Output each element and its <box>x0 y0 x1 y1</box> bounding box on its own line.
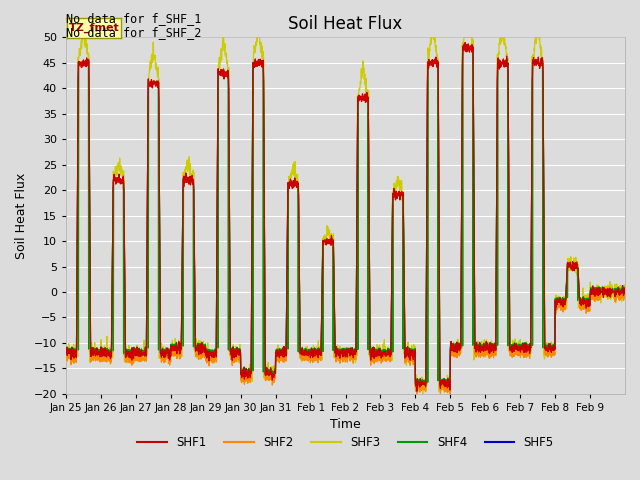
Text: No data for f_SHF_1: No data for f_SHF_1 <box>66 12 202 25</box>
Text: No data for f_SHF_2: No data for f_SHF_2 <box>66 26 202 39</box>
Y-axis label: Soil Heat Flux: Soil Heat Flux <box>15 172 28 259</box>
Text: TZ_fmet: TZ_fmet <box>68 23 119 33</box>
Title: Soil Heat Flux: Soil Heat Flux <box>289 15 403 33</box>
Legend: SHF1, SHF2, SHF3, SHF4, SHF5: SHF1, SHF2, SHF3, SHF4, SHF5 <box>132 432 559 454</box>
X-axis label: Time: Time <box>330 419 361 432</box>
